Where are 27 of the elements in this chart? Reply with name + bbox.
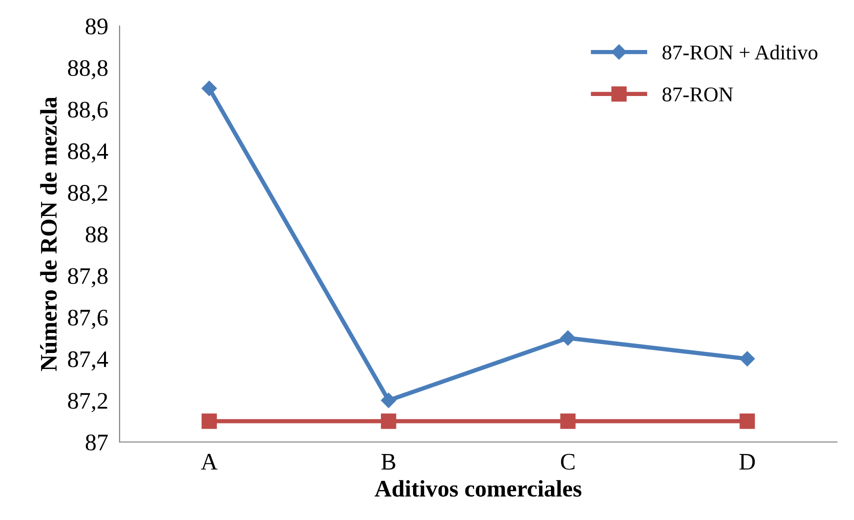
y-tick-label: 89: [86, 18, 108, 34]
point: [560, 414, 576, 429]
y-tick-label: 88,8: [68, 60, 108, 80]
y-tick-label: 88,4: [68, 143, 108, 163]
point: [740, 414, 755, 429]
y-tick-label: 87,8: [68, 268, 108, 288]
y-tick-label: 88,2: [68, 184, 108, 204]
point: [381, 392, 396, 408]
y-tick-label: 87,4: [68, 351, 108, 371]
y-tick-label: 87: [86, 434, 108, 450]
y-axis-title: Número de RON de mezcla: [40, 96, 57, 372]
x-tick-label: A: [200, 454, 218, 470]
legend-label: 87-RON + Aditivo: [662, 44, 818, 60]
x-tick-label: B: [381, 454, 396, 470]
x-tick-label: D: [739, 454, 755, 470]
y-tick-label: 87,2: [68, 392, 108, 412]
x-axis-title: Aditivos comerciales: [374, 480, 582, 497]
point: [560, 330, 576, 346]
y-tick-label: 88: [86, 226, 108, 242]
x-tick-label: C: [561, 454, 574, 470]
legend-label: 87-RON: [662, 87, 734, 102]
point: [740, 351, 755, 366]
y-tick-label: 87,6: [68, 310, 108, 330]
point: [202, 414, 217, 429]
y-tick-label: 88,6: [68, 102, 108, 122]
point: [202, 80, 217, 96]
point: [380, 414, 396, 429]
